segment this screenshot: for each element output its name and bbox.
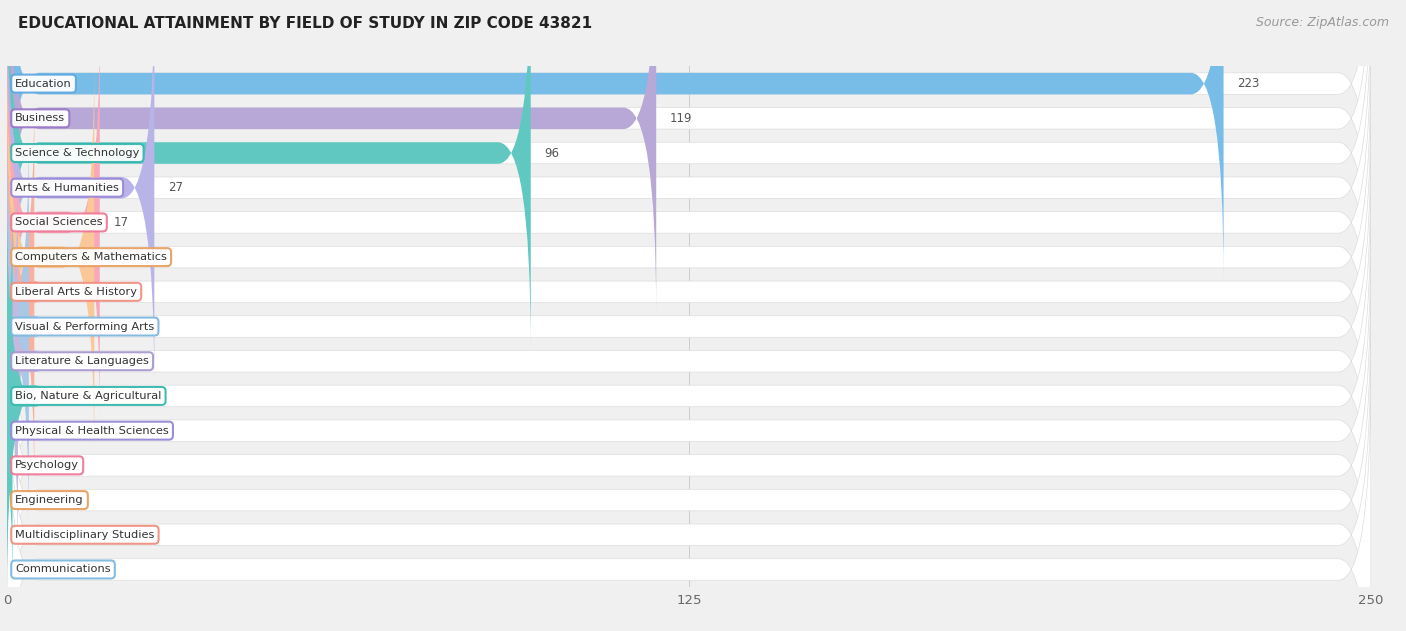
Text: Communications: Communications [15,565,111,574]
Text: 0: 0 [21,424,28,437]
Text: 4: 4 [42,320,51,333]
Text: 0: 0 [21,528,28,541]
Text: Bio, Nature & Agricultural: Bio, Nature & Agricultural [15,391,162,401]
FancyBboxPatch shape [7,129,1371,524]
FancyBboxPatch shape [7,338,1371,631]
Text: Multidisciplinary Studies: Multidisciplinary Studies [15,530,155,540]
FancyBboxPatch shape [7,303,1371,631]
Text: Computers & Mathematics: Computers & Mathematics [15,252,167,262]
Text: Visual & Performing Arts: Visual & Performing Arts [15,322,155,331]
FancyBboxPatch shape [7,233,1371,628]
Text: Education: Education [15,79,72,88]
FancyBboxPatch shape [7,0,155,385]
FancyBboxPatch shape [7,0,1371,281]
FancyBboxPatch shape [7,199,1371,593]
FancyBboxPatch shape [7,95,1371,489]
FancyBboxPatch shape [0,164,39,558]
Text: Engineering: Engineering [15,495,84,505]
Text: 0: 0 [21,493,28,507]
FancyBboxPatch shape [7,0,1223,281]
Text: Source: ZipAtlas.com: Source: ZipAtlas.com [1256,16,1389,29]
FancyBboxPatch shape [0,199,39,593]
FancyBboxPatch shape [7,25,100,420]
Text: 27: 27 [167,181,183,194]
Text: Business: Business [15,114,65,123]
FancyBboxPatch shape [1,95,39,489]
FancyBboxPatch shape [7,0,1371,350]
Text: 16: 16 [108,251,122,264]
FancyBboxPatch shape [7,60,94,454]
FancyBboxPatch shape [7,0,657,316]
Text: 1: 1 [27,389,34,403]
Text: 17: 17 [114,216,128,229]
Text: 96: 96 [544,146,560,160]
Text: Psychology: Psychology [15,461,79,470]
Text: Physical & Health Sciences: Physical & Health Sciences [15,426,169,435]
Text: Social Sciences: Social Sciences [15,218,103,227]
FancyBboxPatch shape [7,0,1371,316]
Text: 2: 2 [31,355,39,368]
FancyBboxPatch shape [7,0,530,350]
FancyBboxPatch shape [7,0,1371,385]
FancyBboxPatch shape [7,25,1371,420]
FancyBboxPatch shape [7,164,1371,558]
FancyBboxPatch shape [7,372,1371,631]
Text: Science & Technology: Science & Technology [15,148,139,158]
Text: EDUCATIONAL ATTAINMENT BY FIELD OF STUDY IN ZIP CODE 43821: EDUCATIONAL ATTAINMENT BY FIELD OF STUDY… [18,16,592,31]
Text: 119: 119 [669,112,692,125]
Text: Arts & Humanities: Arts & Humanities [15,183,120,192]
Text: 0: 0 [21,563,28,576]
FancyBboxPatch shape [7,60,1371,454]
Text: Literature & Languages: Literature & Languages [15,357,149,366]
Text: 5: 5 [48,285,55,298]
Text: 0: 0 [21,459,28,472]
Text: Liberal Arts & History: Liberal Arts & History [15,287,138,297]
FancyBboxPatch shape [0,129,39,524]
FancyBboxPatch shape [7,268,1371,631]
Text: 223: 223 [1237,77,1260,90]
